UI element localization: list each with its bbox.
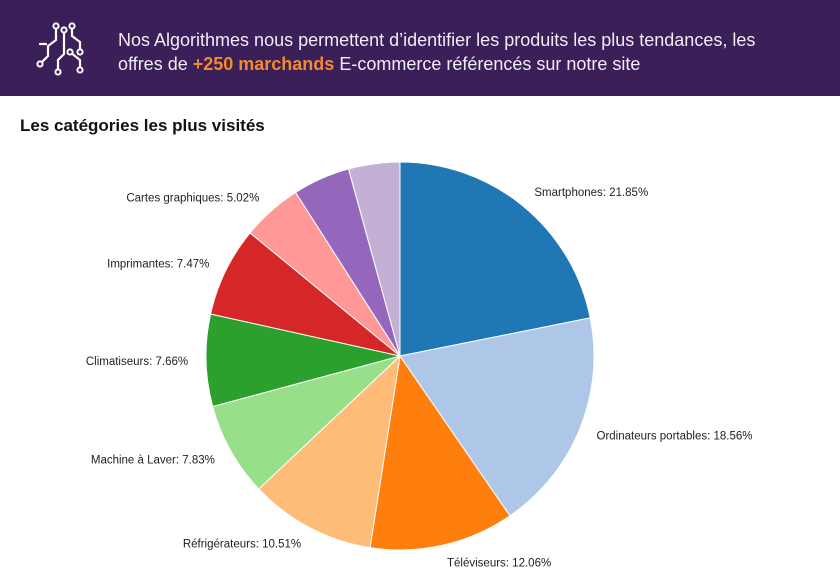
pie-slice-1 (399, 317, 595, 517)
header-banner: Nos Algorithmes nous permettent d’identi… (0, 0, 840, 96)
banner-line-1: Nos Algorithmes nous permettent d’identi… (118, 30, 756, 50)
pie-chart: Smartphones: 21.85% Ordinateurs portables… (86, 161, 753, 570)
pie-slice-4 (212, 355, 401, 490)
slice-label-0: Smartphones: 21.85% (534, 187, 648, 199)
pie-slice-9 (347, 161, 401, 357)
slice-label-5: Climatiseurs: 7.66% (86, 356, 188, 368)
banner-line-2-prefix: offres de (118, 54, 193, 74)
banner-message: Nos Algorithmes nous permettent d’identi… (118, 28, 818, 76)
slice-label-7: Cartes graphiques: 5.02% (126, 192, 259, 204)
slice-label-6: Imprimantes: 7.47% (107, 258, 209, 270)
slice-label-3: Réfrigérateurs: 10.51% (183, 539, 301, 551)
slice-label-1: Ordinateurs portables: 18.56% (597, 431, 753, 443)
chart-title: Les catégories les plus visités (20, 116, 265, 135)
circuit-icon (36, 22, 84, 76)
merchant-count-highlight: +250 marchands (192, 54, 335, 74)
slice-label-2: Téléviseurs: 12.06% (447, 558, 551, 570)
slice-label-4: Machine à Laver: 7.83% (91, 454, 215, 466)
banner-line-2-suffix: E-commerce référencés sur notre site (334, 54, 641, 74)
pie-slice-3 (258, 354, 401, 549)
pie-slice-0 (399, 161, 591, 357)
pie-slice-2 (369, 354, 511, 551)
pie-slice-5 (205, 313, 401, 408)
